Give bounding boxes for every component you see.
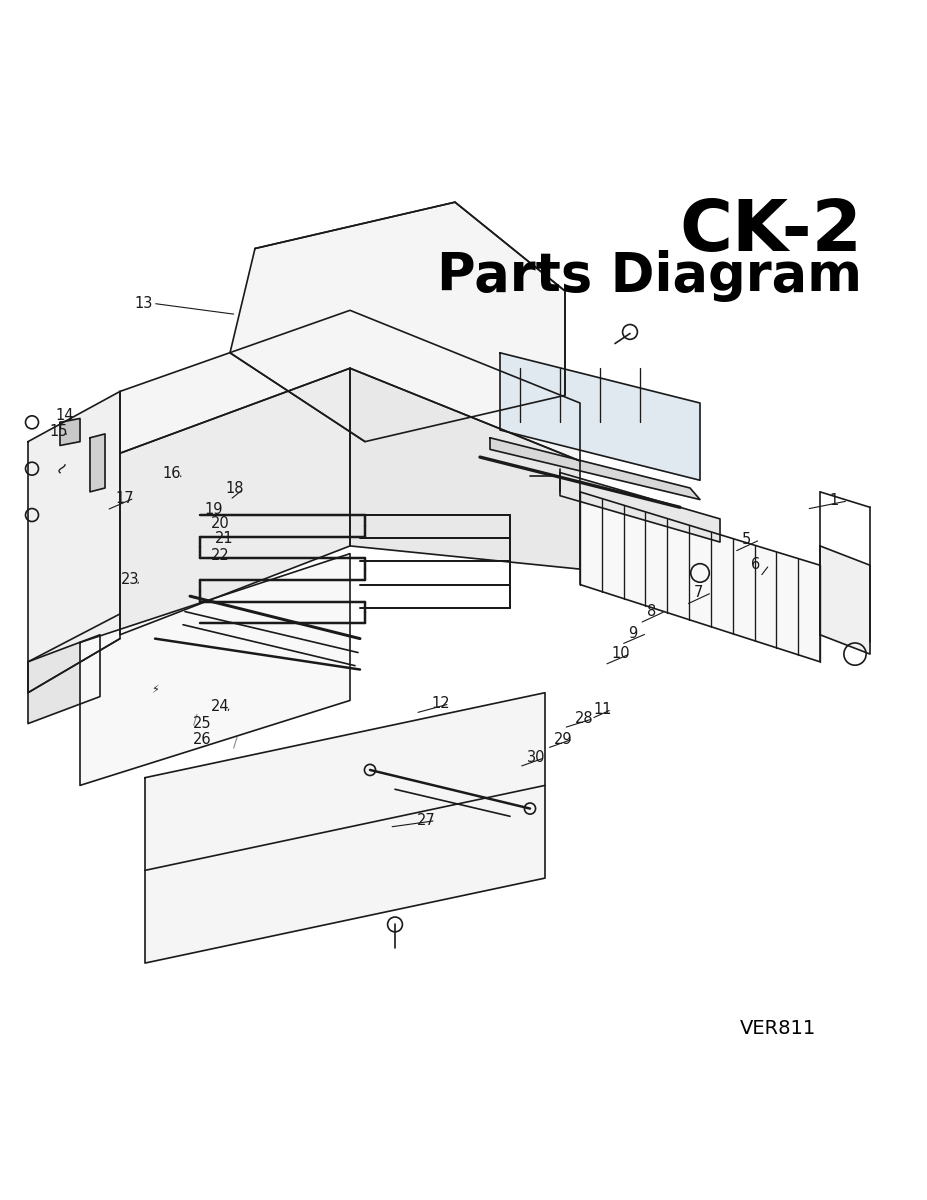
Text: 14: 14: [56, 408, 74, 424]
Text: 25: 25: [193, 715, 211, 731]
Text: 15: 15: [49, 424, 68, 439]
Text: 18: 18: [225, 481, 244, 497]
Text: 20: 20: [211, 516, 230, 532]
Text: 29: 29: [554, 732, 573, 746]
Text: 23: 23: [121, 572, 139, 587]
Text: 21: 21: [215, 532, 234, 546]
Text: 7: 7: [693, 586, 703, 600]
Polygon shape: [580, 492, 820, 662]
Text: 19: 19: [204, 502, 222, 517]
Text: 30: 30: [527, 750, 545, 766]
Text: /: /: [193, 713, 197, 727]
Polygon shape: [120, 368, 350, 635]
Text: 17: 17: [116, 491, 134, 505]
Polygon shape: [500, 353, 700, 480]
Text: 5: 5: [742, 533, 751, 547]
Text: 16: 16: [162, 466, 181, 480]
Polygon shape: [28, 391, 120, 692]
Text: 22: 22: [211, 548, 230, 563]
Text: 11: 11: [593, 702, 612, 716]
Text: 1: 1: [830, 493, 839, 509]
Polygon shape: [28, 635, 100, 724]
Polygon shape: [145, 692, 545, 964]
Text: 8: 8: [647, 604, 656, 619]
Polygon shape: [560, 473, 720, 542]
Polygon shape: [120, 311, 580, 461]
Polygon shape: [490, 438, 700, 499]
Polygon shape: [350, 368, 580, 569]
Text: 24: 24: [211, 700, 230, 714]
Text: VER811: VER811: [740, 1019, 816, 1038]
Polygon shape: [90, 434, 105, 492]
Polygon shape: [80, 553, 350, 786]
Polygon shape: [230, 202, 565, 442]
Text: 10: 10: [612, 647, 630, 661]
Text: 28: 28: [575, 712, 593, 726]
Text: ⚡: ⚡: [151, 685, 159, 695]
Text: 27: 27: [417, 814, 436, 828]
Text: Parts Diagram: Parts Diagram: [438, 250, 862, 301]
Text: 26: 26: [193, 732, 211, 746]
Text: 6: 6: [751, 557, 760, 572]
Polygon shape: [60, 419, 80, 445]
Polygon shape: [820, 546, 870, 654]
Text: CK-2: CK-2: [679, 197, 862, 265]
Text: 13: 13: [134, 296, 153, 311]
Text: /: /: [233, 736, 237, 750]
Text: 9: 9: [629, 626, 638, 641]
Text: 12: 12: [431, 696, 450, 712]
